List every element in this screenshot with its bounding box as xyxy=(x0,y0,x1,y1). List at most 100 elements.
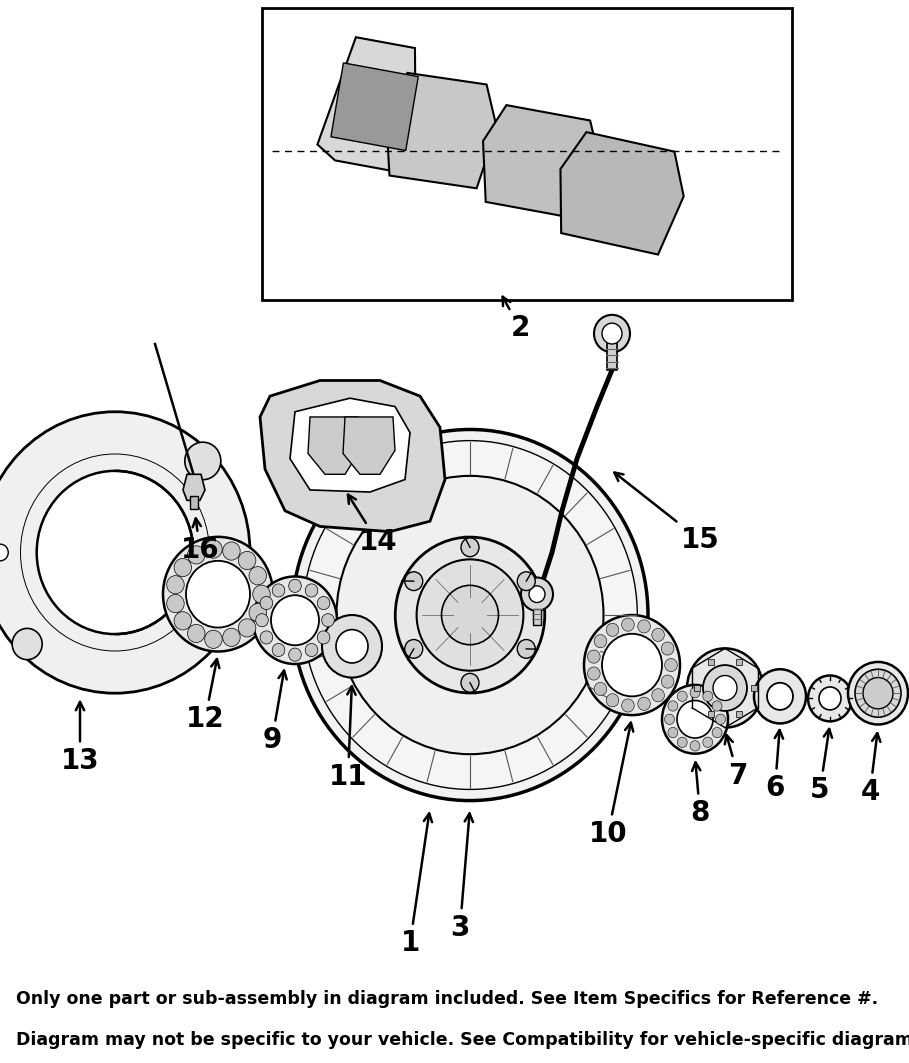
Circle shape xyxy=(187,545,205,564)
Circle shape xyxy=(662,642,674,655)
Circle shape xyxy=(594,315,630,352)
Circle shape xyxy=(317,596,330,609)
Circle shape xyxy=(687,648,763,727)
Circle shape xyxy=(205,540,222,558)
Bar xyxy=(607,334,617,370)
Circle shape xyxy=(305,584,318,597)
Text: 16: 16 xyxy=(181,519,219,564)
Circle shape xyxy=(638,697,650,710)
Polygon shape xyxy=(561,132,684,254)
Circle shape xyxy=(0,411,250,693)
Circle shape xyxy=(305,643,318,657)
Text: 4: 4 xyxy=(860,733,881,806)
Polygon shape xyxy=(317,37,416,171)
Circle shape xyxy=(677,737,687,747)
Circle shape xyxy=(174,611,192,630)
Polygon shape xyxy=(183,474,205,501)
Circle shape xyxy=(163,537,273,652)
Circle shape xyxy=(238,619,255,637)
Circle shape xyxy=(223,628,240,646)
Text: 13: 13 xyxy=(61,702,99,775)
Circle shape xyxy=(289,648,301,661)
Circle shape xyxy=(36,471,194,635)
Circle shape xyxy=(819,687,841,710)
Text: 12: 12 xyxy=(185,659,225,733)
Circle shape xyxy=(255,613,268,627)
Circle shape xyxy=(272,584,285,597)
Circle shape xyxy=(166,576,185,594)
Circle shape xyxy=(602,323,622,344)
Circle shape xyxy=(529,586,545,603)
Circle shape xyxy=(416,559,524,671)
Polygon shape xyxy=(190,496,198,509)
Circle shape xyxy=(587,667,600,680)
Circle shape xyxy=(405,572,423,591)
Circle shape xyxy=(272,643,285,657)
Polygon shape xyxy=(260,381,445,532)
Bar xyxy=(708,659,714,665)
Text: 10: 10 xyxy=(589,723,634,848)
Circle shape xyxy=(253,576,337,664)
Circle shape xyxy=(652,689,664,702)
Circle shape xyxy=(855,670,901,718)
Circle shape xyxy=(594,635,606,647)
Text: 7: 7 xyxy=(724,735,748,790)
Bar xyxy=(751,685,756,691)
Circle shape xyxy=(223,542,240,560)
Circle shape xyxy=(253,585,270,604)
Circle shape xyxy=(517,640,535,658)
Circle shape xyxy=(594,682,606,695)
Circle shape xyxy=(317,630,330,644)
Text: 9: 9 xyxy=(263,671,286,754)
Circle shape xyxy=(260,630,273,644)
Circle shape xyxy=(461,673,479,692)
Circle shape xyxy=(668,727,678,738)
Circle shape xyxy=(668,701,678,711)
Circle shape xyxy=(703,691,713,702)
Polygon shape xyxy=(483,105,600,219)
Circle shape xyxy=(405,640,423,658)
Circle shape xyxy=(186,561,250,627)
Bar xyxy=(694,685,700,691)
Circle shape xyxy=(584,615,680,715)
Circle shape xyxy=(606,694,619,707)
Circle shape xyxy=(606,623,619,637)
Circle shape xyxy=(677,691,687,702)
Bar xyxy=(736,659,743,665)
Circle shape xyxy=(521,577,553,611)
Circle shape xyxy=(271,595,319,645)
Circle shape xyxy=(690,688,700,697)
Circle shape xyxy=(336,476,604,754)
Circle shape xyxy=(260,596,273,609)
Circle shape xyxy=(587,651,600,663)
Circle shape xyxy=(322,615,382,677)
Circle shape xyxy=(187,624,205,642)
Circle shape xyxy=(238,552,255,570)
Circle shape xyxy=(808,675,852,722)
Circle shape xyxy=(0,544,8,561)
Circle shape xyxy=(249,604,266,622)
Text: 14: 14 xyxy=(348,494,397,556)
Circle shape xyxy=(249,567,266,585)
Circle shape xyxy=(336,629,368,663)
Circle shape xyxy=(638,620,650,632)
Bar xyxy=(533,609,541,625)
Circle shape xyxy=(712,701,722,711)
Circle shape xyxy=(703,737,713,747)
Circle shape xyxy=(174,558,192,576)
Text: 5: 5 xyxy=(810,729,832,804)
Circle shape xyxy=(712,727,722,738)
Circle shape xyxy=(715,714,725,724)
Text: Only one part or sub-assembly in diagram included. See Item Specifics for Refere: Only one part or sub-assembly in diagram… xyxy=(16,991,878,1009)
Bar xyxy=(708,710,714,716)
Polygon shape xyxy=(308,417,360,474)
Text: 6: 6 xyxy=(765,730,784,803)
Text: 8: 8 xyxy=(690,762,710,827)
Circle shape xyxy=(863,677,893,709)
Polygon shape xyxy=(386,73,497,188)
Circle shape xyxy=(703,665,747,711)
Circle shape xyxy=(205,630,222,648)
Circle shape xyxy=(322,613,335,627)
Circle shape xyxy=(292,429,648,800)
Circle shape xyxy=(12,628,42,660)
